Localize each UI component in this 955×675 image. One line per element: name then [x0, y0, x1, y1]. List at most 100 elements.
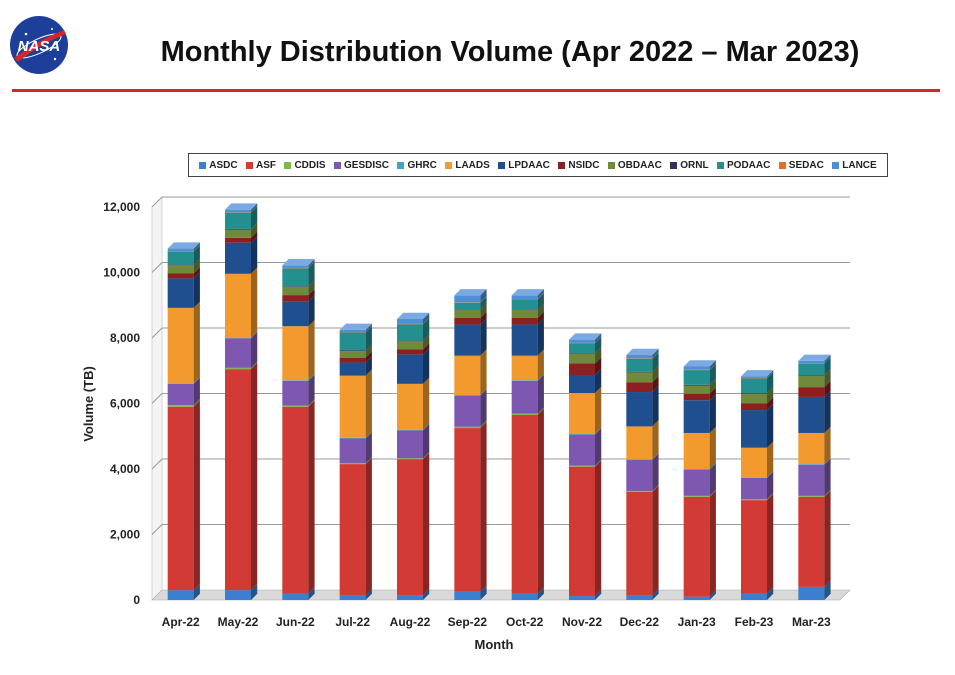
bar-segment-ghrc [626, 459, 653, 460]
bar-segment-asdc [397, 595, 423, 600]
bar-segment-lpdaac [798, 396, 825, 433]
bar-top [626, 348, 659, 356]
x-tick-label: Apr-22 [162, 615, 200, 629]
bar-segment-side [480, 311, 487, 325]
bar-segment-side [595, 357, 602, 376]
bar-stack-mar-23 [798, 354, 831, 600]
bar-segment-side [251, 206, 258, 229]
bar-segment-side [480, 296, 487, 303]
y-axis-title: Volume (TB) [81, 366, 96, 442]
bar-segment-gesdisc [683, 469, 710, 496]
bar-segment-side [251, 236, 258, 274]
title-divider [12, 89, 940, 92]
bar-segment-gesdisc [511, 380, 538, 414]
bar-top [454, 289, 487, 296]
legend-swatch [397, 161, 405, 169]
bar-segment-side [365, 326, 372, 351]
legend-label: CDDIS [294, 159, 326, 171]
bar-segment-side [709, 590, 716, 600]
bar-segment-side [709, 426, 716, 469]
bar-segment-side [423, 317, 430, 341]
bar-segment-side [824, 457, 831, 465]
y-tick-label: 2,000 [110, 528, 140, 542]
bar-segment-ghrc [798, 464, 825, 465]
bar-segment-side [480, 389, 487, 427]
legend-label: GESDISC [344, 159, 390, 171]
bar-segment-side [824, 368, 831, 376]
bar-segment-gesdisc [339, 438, 366, 464]
legend-swatch [284, 161, 292, 169]
bar-segment-lance [454, 295, 481, 303]
bar-segment-nsidc [225, 237, 251, 243]
bar-segment-lance [339, 329, 366, 333]
bar-top [339, 323, 372, 330]
bar-segment-asf [225, 369, 251, 591]
bar-segment-side [767, 441, 774, 478]
bar-segment-lance [511, 295, 538, 300]
bar-segment-asdc [798, 586, 825, 600]
logo-text: NASA [18, 38, 61, 55]
bar-segment-laads [339, 375, 366, 438]
bar-segment-side [595, 428, 602, 466]
y-tick-label: 4,000 [110, 462, 140, 476]
bar-segment-side [193, 259, 200, 274]
bar-segment-side [365, 344, 372, 358]
bar-segment-side [251, 203, 258, 213]
bar-segment-side [767, 371, 774, 379]
bar-segment-side [423, 452, 430, 596]
bar-segment-cddis [339, 463, 366, 465]
bar-segment-nsidc [741, 403, 767, 411]
bar-segment-cddis [167, 405, 194, 407]
bar-segment-side [193, 272, 200, 308]
bar-segment-side [537, 374, 544, 414]
bar-segment-side [308, 399, 315, 407]
legend-swatch [498, 161, 506, 169]
bar-segment-asdc [741, 593, 767, 600]
legend-item-sedac: SEDAC [778, 160, 824, 171]
bar-segment-side [365, 432, 372, 464]
bar-stack-may-22 [225, 203, 258, 600]
bar-segment-side [709, 379, 716, 394]
bar-segment-side [365, 356, 372, 376]
bar-segment-side [709, 463, 716, 496]
legend-swatch [246, 161, 253, 169]
bar-segment-side [423, 377, 430, 430]
bar-segment-asdc [225, 590, 251, 600]
bar-segment-podaac [569, 343, 595, 354]
y-tick-label: 6,000 [110, 397, 140, 411]
bar-segment-side [652, 352, 659, 359]
bar-segment-side [595, 589, 602, 600]
bar-segment-asdc [569, 596, 595, 600]
bar-segment-side [537, 293, 544, 310]
bar-segment-side [652, 348, 659, 359]
bar-segment-laads [225, 273, 251, 338]
gridline [151, 458, 850, 470]
legend-swatch [607, 161, 615, 169]
bar-segment-side [652, 366, 659, 383]
bar-segment-side [652, 485, 659, 596]
legend-label: LANCE [842, 159, 877, 171]
bar-segment-side [365, 323, 372, 333]
bar-segment-podaac [225, 212, 251, 229]
bar-segment-asf [741, 500, 767, 594]
bar-segment-asf [167, 406, 194, 591]
bar-segment-asf [397, 459, 423, 596]
bar-segment-side [251, 331, 258, 339]
bar-segment-cddis [683, 495, 710, 497]
bar-segment-nsidc [626, 382, 653, 393]
y-tick-label: 12,000 [103, 200, 140, 214]
bar-segment-lance [741, 376, 767, 378]
bar-segment-cddis [397, 458, 423, 460]
bar-segment-side [537, 303, 544, 319]
bar-segment-side [767, 403, 774, 448]
bar-segment-side [251, 231, 258, 243]
bar-segment-side [423, 423, 430, 431]
legend-item-nsidc: NSIDC [558, 160, 599, 171]
bar-segment-side [652, 385, 659, 427]
bar-segment-side [595, 427, 602, 435]
bar-segment-side [709, 360, 716, 370]
bar-segment-side [595, 459, 602, 467]
bar-top [167, 242, 200, 249]
bar-segment-side [767, 471, 774, 500]
bar-segment-side [595, 460, 602, 597]
